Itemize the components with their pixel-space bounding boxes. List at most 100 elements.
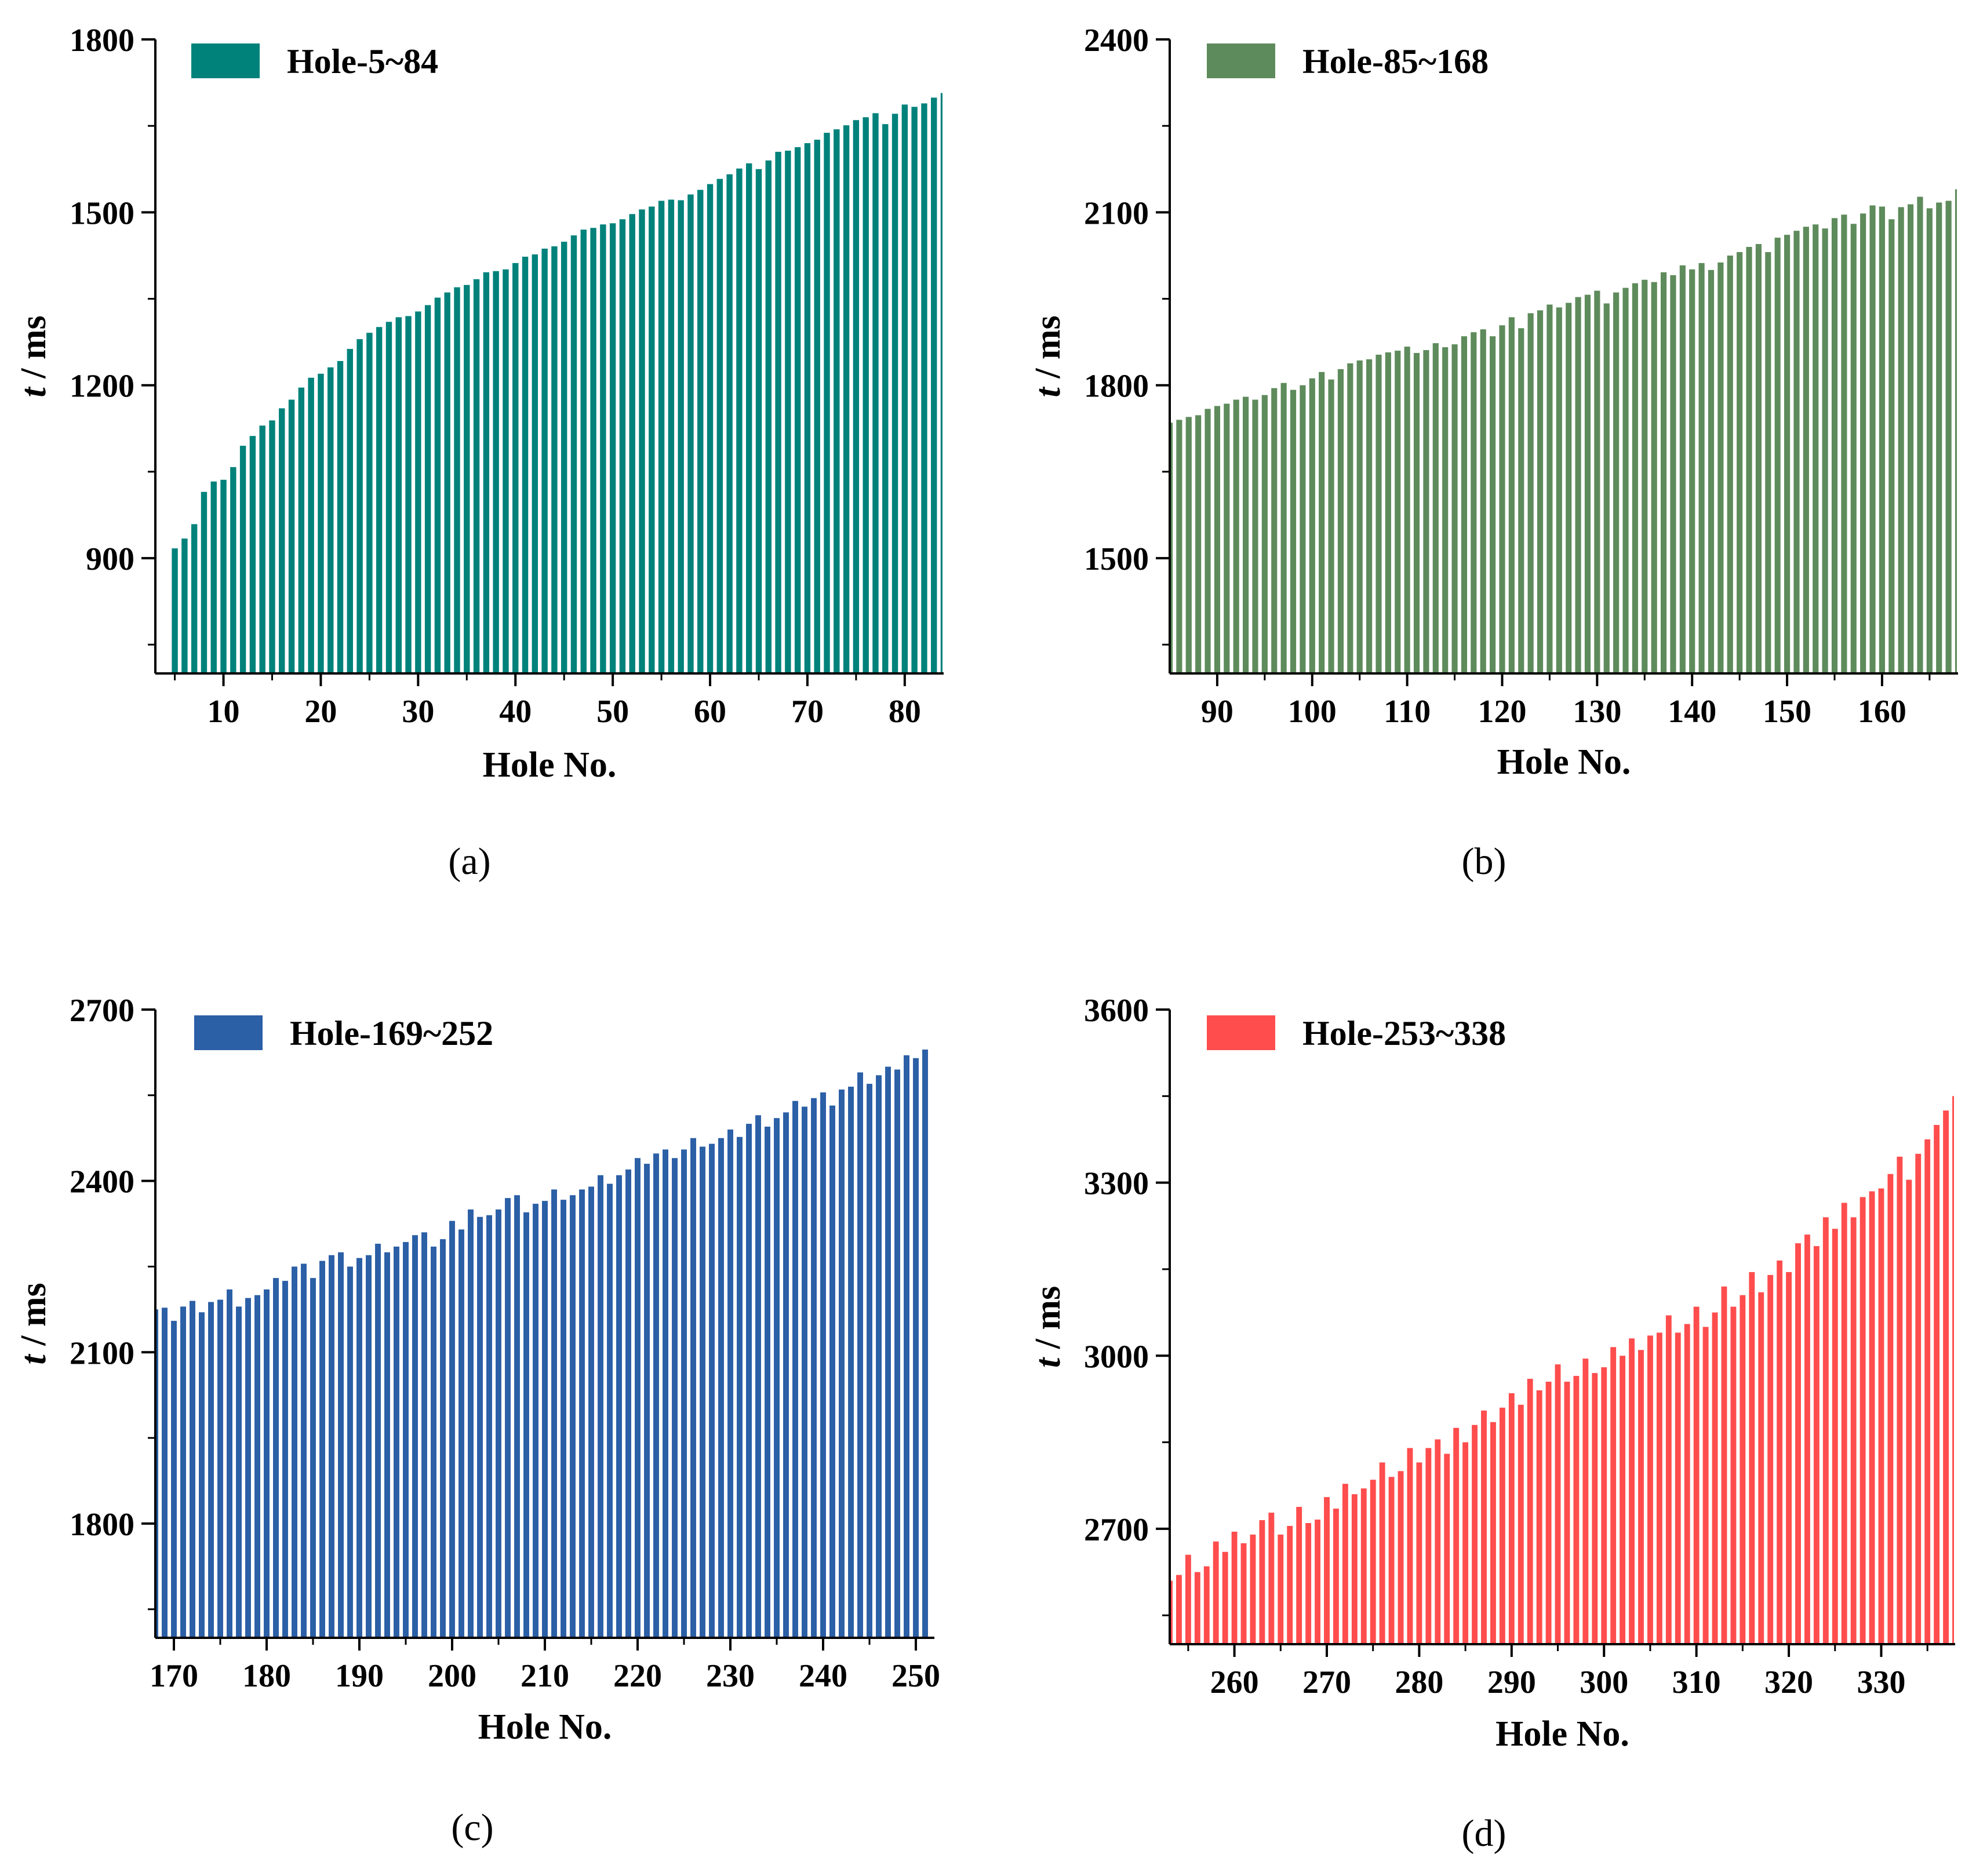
bar xyxy=(1727,255,1733,673)
bar xyxy=(1296,1507,1302,1644)
x-tick-label: 240 xyxy=(799,1658,847,1694)
bar xyxy=(1689,269,1695,674)
bar xyxy=(1813,224,1819,673)
bar xyxy=(376,327,383,673)
bar xyxy=(1360,1488,1367,1644)
bar xyxy=(811,1098,817,1638)
x-tick-label: 250 xyxy=(891,1658,940,1694)
x-tick-label: 270 xyxy=(1302,1664,1351,1700)
bar xyxy=(1271,388,1278,673)
bar xyxy=(254,1295,260,1638)
bar xyxy=(1556,307,1562,673)
bar xyxy=(1442,347,1449,673)
bar xyxy=(1582,1358,1589,1644)
bar xyxy=(356,1258,362,1638)
bar xyxy=(1287,1525,1293,1644)
bar xyxy=(415,311,421,673)
bar xyxy=(310,1278,316,1638)
bar xyxy=(217,1299,223,1638)
bar xyxy=(385,322,392,673)
bar xyxy=(483,272,490,673)
bar xyxy=(1822,1217,1829,1644)
panel-label: (c) xyxy=(451,1806,493,1849)
bar xyxy=(227,1289,232,1638)
bar xyxy=(308,377,314,673)
bar xyxy=(1416,1462,1422,1644)
legend-label: Hole-85~168 xyxy=(1302,42,1489,81)
bar xyxy=(644,1164,650,1638)
bar xyxy=(1952,1096,1954,1644)
bar xyxy=(1566,303,1572,673)
bar xyxy=(1305,1522,1312,1644)
bar xyxy=(273,1278,279,1638)
bar xyxy=(911,107,918,673)
bar xyxy=(1490,336,1496,673)
bar xyxy=(1656,1332,1662,1644)
y-axis-title-variable: t xyxy=(14,387,53,398)
bar xyxy=(1222,1551,1228,1644)
bar xyxy=(1214,406,1221,673)
bar xyxy=(863,117,869,673)
bar xyxy=(1721,1286,1727,1644)
x-tick-label: 150 xyxy=(1763,694,1811,730)
bar xyxy=(1749,1272,1755,1644)
bar xyxy=(1651,282,1657,674)
bar xyxy=(1610,1347,1617,1644)
bar xyxy=(1684,1324,1690,1644)
x-tick-label: 210 xyxy=(521,1658,569,1694)
bar xyxy=(1527,1379,1533,1644)
bar xyxy=(1573,1376,1580,1644)
bar xyxy=(1461,336,1468,673)
bar xyxy=(737,1136,743,1638)
panel-d: 2700 3000 3300 3600 260 270 280 290 300 310 320 330… xyxy=(1028,993,1955,1855)
bar xyxy=(1755,244,1762,674)
bar xyxy=(1508,1393,1515,1644)
bar xyxy=(1906,1179,1912,1644)
bar xyxy=(1879,206,1885,673)
bar xyxy=(1490,1422,1496,1644)
bar xyxy=(700,1146,705,1638)
bar xyxy=(1575,297,1581,673)
bar xyxy=(853,120,860,674)
bar xyxy=(635,1158,641,1638)
bar xyxy=(269,420,275,673)
y-axis-title-variable: t xyxy=(1028,1357,1068,1368)
bar xyxy=(249,436,256,673)
bar xyxy=(570,1195,576,1638)
bar xyxy=(319,1261,325,1638)
bar xyxy=(1385,352,1391,673)
bar xyxy=(904,1055,909,1638)
bar xyxy=(1730,1306,1737,1644)
bar xyxy=(588,1186,594,1638)
bar xyxy=(523,1212,529,1638)
bar xyxy=(668,199,675,673)
bar xyxy=(1594,290,1600,673)
bar xyxy=(1404,347,1410,673)
x-tick-label: 280 xyxy=(1395,1664,1443,1700)
bar xyxy=(329,1255,334,1638)
bar xyxy=(318,373,324,673)
bar xyxy=(1907,204,1914,673)
y-axis-title: t / ms xyxy=(1028,315,1068,397)
bar xyxy=(279,408,285,673)
bar xyxy=(1822,228,1828,673)
bar xyxy=(1926,208,1933,673)
bar xyxy=(1702,1327,1709,1644)
y-axis-title: t / ms xyxy=(14,315,53,397)
bar xyxy=(1453,1427,1460,1644)
bar xyxy=(1795,1243,1801,1644)
bar xyxy=(1472,1425,1478,1644)
bar xyxy=(1869,205,1876,673)
bar xyxy=(1936,202,1942,673)
bar xyxy=(236,1306,242,1638)
bar xyxy=(1601,1367,1607,1644)
bar xyxy=(901,104,908,673)
bar xyxy=(1622,287,1629,674)
bar xyxy=(1712,1312,1718,1644)
x-tick-label: 190 xyxy=(335,1658,384,1694)
bar xyxy=(551,246,558,673)
bar xyxy=(259,425,265,673)
bar xyxy=(1537,310,1544,673)
bar xyxy=(264,1289,270,1638)
bar xyxy=(1171,1580,1173,1644)
